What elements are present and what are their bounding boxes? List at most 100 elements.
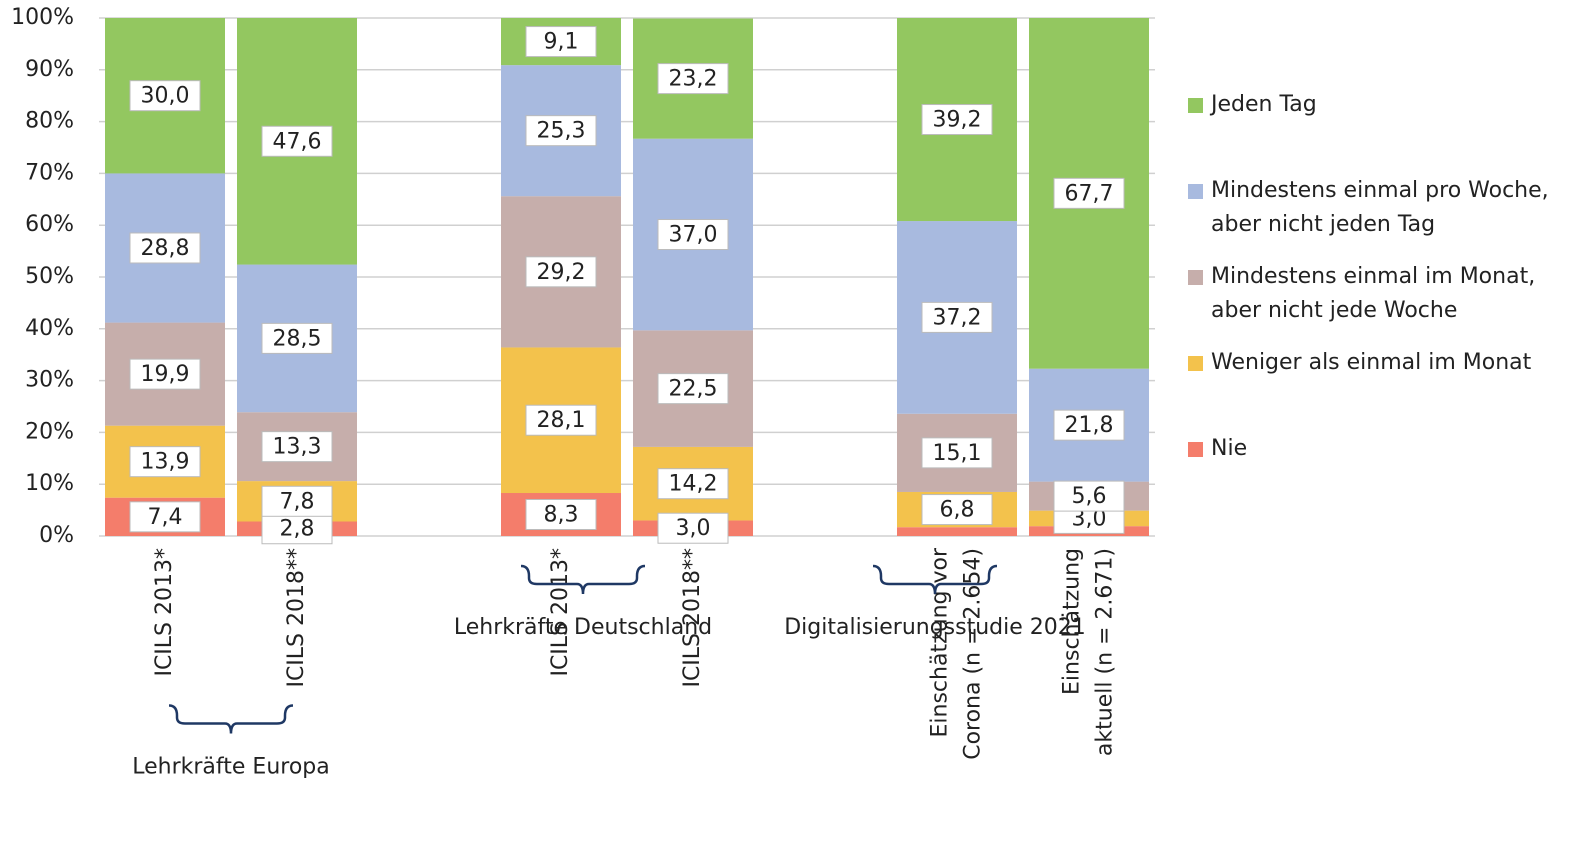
y-tick-label: 50% <box>25 264 74 289</box>
y-tick-label: 80% <box>25 109 74 134</box>
data-label-text: 22,5 <box>669 377 718 402</box>
data-label: 6,8 <box>921 494 993 526</box>
data-label: 39,2 <box>921 104 993 136</box>
data-label-box <box>525 256 597 288</box>
data-label-text: 3,0 <box>676 516 711 541</box>
legend-swatch <box>1188 270 1203 285</box>
y-tick-label: 60% <box>25 212 74 237</box>
data-label-box <box>525 26 597 58</box>
legend-item: Mindestens einmal im Monat, aber nicht j… <box>1188 260 1573 346</box>
data-label-text: 6,8 <box>940 498 975 523</box>
data-label: 22,5 <box>657 373 729 405</box>
data-label-text: 29,2 <box>537 260 586 285</box>
data-label-box <box>261 322 333 354</box>
data-label-text: 5,6 <box>1072 484 1107 509</box>
data-label-text: 2,8 <box>280 517 315 542</box>
data-label-box <box>129 358 201 390</box>
data-label: 3,0 <box>657 512 729 544</box>
x-tick-label: ICILS 2018** <box>284 548 309 688</box>
y-tick-label: 100% <box>11 5 74 30</box>
data-label: 23,2 <box>657 63 729 95</box>
group-bracket <box>168 704 294 734</box>
legend: Jeden Tag Mindestens einmal pro Woche, ab… <box>1188 88 1573 518</box>
legend-item: Nie <box>1188 432 1573 518</box>
legend-item: Mindestens einmal pro Woche, aber nicht … <box>1188 174 1573 260</box>
legend-item: Weniger als einmal im Monat <box>1188 346 1573 432</box>
data-label-text: 23,2 <box>669 67 718 92</box>
bar-segment <box>897 527 1017 536</box>
data-label-box <box>657 63 729 95</box>
data-label-box <box>921 494 993 526</box>
legend-label: Nie <box>1211 436 1248 461</box>
data-label-box <box>129 80 201 112</box>
data-label: 15,1 <box>921 437 993 469</box>
data-label-box <box>261 513 333 545</box>
group-label: Lehrkräfte Deutschland <box>454 615 712 640</box>
legend-label: Weniger als einmal im Monat <box>1211 350 1532 375</box>
data-label: 30,0 <box>129 80 201 112</box>
data-label: 5,6 <box>1053 480 1125 512</box>
x-tick-label: ICILS 2013* <box>548 548 573 677</box>
data-label-text: 9,1 <box>544 30 579 55</box>
data-label: 14,2 <box>657 468 729 500</box>
data-label-box <box>921 104 993 136</box>
data-label: 8,3 <box>525 499 597 531</box>
data-label: 67,7 <box>1053 177 1125 209</box>
x-tick-label: Corona (n = 2.654) <box>961 548 986 760</box>
data-label-box <box>657 468 729 500</box>
legend-swatch <box>1188 98 1203 113</box>
data-label-text: 28,8 <box>141 236 190 261</box>
legend-label: Mindestens einmal im Monat, aber nicht j… <box>1211 264 1536 323</box>
x-tick-label: Einschätzung <box>1060 548 1085 695</box>
data-label: 25,3 <box>525 115 597 147</box>
data-label-text: 28,5 <box>273 326 322 351</box>
y-tick-label: 20% <box>25 419 74 444</box>
data-label: 7,4 <box>129 501 201 533</box>
data-label-text: 19,9 <box>141 362 190 387</box>
y-tick-label: 10% <box>25 471 74 496</box>
x-tick-label: aktuell (n = 2.671) <box>1093 548 1118 756</box>
data-label-text: 21,8 <box>1065 413 1114 438</box>
data-label-box <box>525 499 597 531</box>
legend-swatch <box>1188 356 1203 371</box>
group-label: Lehrkräfte Europa <box>132 755 329 780</box>
data-label-text: 13,3 <box>273 435 322 460</box>
data-label-text: 39,2 <box>933 108 982 133</box>
data-label-box <box>261 485 333 517</box>
data-label: 21,8 <box>1053 409 1125 441</box>
data-label-text: 47,6 <box>273 129 322 154</box>
data-label-box <box>921 301 993 333</box>
data-label-box <box>261 125 333 157</box>
data-label-box <box>1053 177 1125 209</box>
legend-item: Jeden Tag <box>1188 88 1573 174</box>
y-tick-label: 40% <box>25 316 74 341</box>
data-label-text: 67,7 <box>1065 181 1114 206</box>
data-label-text: 7,8 <box>280 489 315 514</box>
data-label-text: 37,0 <box>669 223 718 248</box>
data-label-text: 15,1 <box>933 441 982 466</box>
group-label: Digitalisierungsstudie 2021 <box>784 615 1086 640</box>
x-tick-label: ICILS 2018** <box>680 548 705 688</box>
chart: 0% 10% 20% 30% 40% 50% 60% 70% 80% 90% 100% ICILS 2… <box>11 5 1155 780</box>
data-label-text: 13,9 <box>141 450 190 475</box>
data-label-box <box>657 512 729 544</box>
data-label-text: 37,2 <box>933 305 982 330</box>
legend-swatch <box>1188 442 1203 457</box>
group-bracket <box>520 564 646 595</box>
data-label: 29,2 <box>525 256 597 288</box>
data-label: 28,5 <box>261 322 333 354</box>
group-bracket <box>872 564 998 595</box>
y-tick-label: 30% <box>25 368 74 393</box>
data-label: 2,8 <box>261 513 333 545</box>
data-label: 9,1 <box>525 26 597 58</box>
data-label: 19,9 <box>129 358 201 390</box>
x-tick-label: ICILS 2013* <box>152 548 177 677</box>
data-label: 47,6 <box>261 125 333 157</box>
data-label: 7,8 <box>261 485 333 517</box>
data-label-box <box>261 431 333 463</box>
data-label-text: 30,0 <box>141 84 190 109</box>
data-label: 37,2 <box>921 301 993 333</box>
data-label-box <box>129 446 201 478</box>
y-tick-label: 0% <box>39 523 74 548</box>
